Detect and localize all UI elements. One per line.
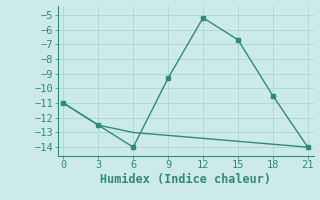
X-axis label: Humidex (Indice chaleur): Humidex (Indice chaleur) (100, 173, 271, 186)
